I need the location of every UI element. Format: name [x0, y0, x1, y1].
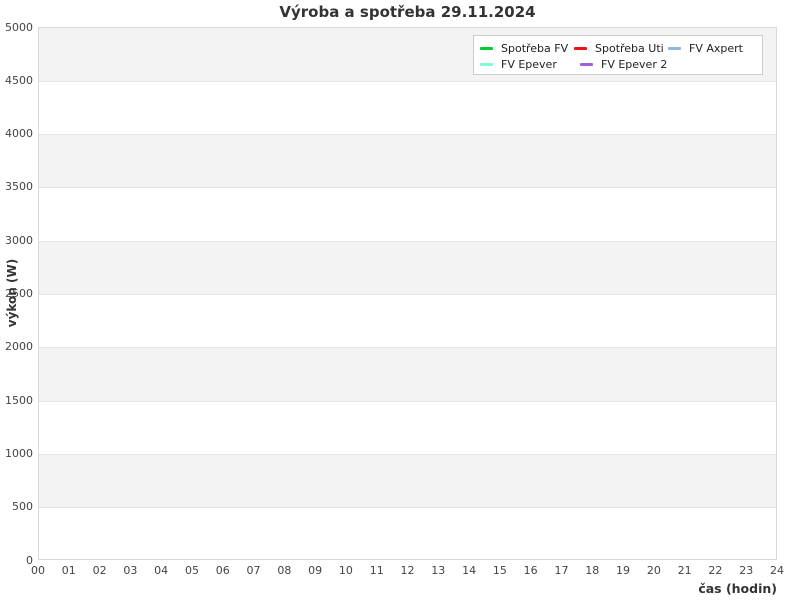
y-tick-label: 2500: [5, 287, 33, 300]
legend-item: FV Axpert: [668, 40, 762, 56]
legend-line-marker: [480, 62, 493, 66]
legend-label: FV Epever: [501, 57, 557, 71]
y-tick-label: 1500: [5, 393, 33, 407]
x-tick-label: 02: [92, 564, 107, 577]
gridline: [39, 294, 776, 295]
gridline: [39, 134, 776, 136]
x-tick-label: 01: [61, 564, 76, 577]
legend-label: Spotřeba Uti: [595, 41, 664, 55]
legend-item: FV Epever 2: [580, 56, 680, 72]
x-tick-label: 13: [431, 564, 446, 577]
x-tick-label: 24: [770, 564, 784, 577]
legend-line-marker: [668, 46, 681, 50]
gridline: [39, 400, 776, 402]
x-tick-label: 11: [369, 564, 384, 577]
legend-label: Spotřeba FV: [501, 41, 569, 55]
x-tick-label: 08: [277, 564, 292, 577]
x-tick-label: 14: [462, 564, 477, 577]
y-tick-label: 500: [12, 500, 33, 514]
x-tick-label: 07: [246, 564, 261, 577]
y-tick-label: 1000: [5, 446, 33, 460]
gridline: [39, 80, 776, 82]
legend-label: FV Axpert: [689, 41, 743, 55]
x-axis-label: čas (hodin): [698, 581, 777, 596]
y-tick-label: 5000: [5, 20, 33, 34]
x-tick-label: 12: [400, 564, 415, 577]
x-tick-label: 06: [215, 564, 230, 577]
legend-item: Spotřeba FV: [480, 40, 574, 56]
background-band: [39, 347, 776, 402]
y-tick-label: 0: [26, 553, 33, 567]
legend: Spotřeba FV Spotřeba Uti FV Axpert FV Epeve…: [473, 35, 763, 75]
x-tick-label: 23: [739, 564, 754, 577]
legend-item: Spotřeba Uti: [574, 40, 668, 56]
gridline: [39, 187, 776, 189]
x-tick-label: 22: [708, 564, 723, 577]
background-band: [39, 454, 776, 508]
x-tick-label: 17: [554, 564, 569, 577]
x-tick-label: 15: [492, 564, 507, 577]
gridline: [39, 347, 776, 349]
gridline: [39, 507, 776, 509]
x-tick-label: 09: [308, 564, 323, 577]
x-tick-label: 05: [184, 564, 199, 577]
chart-title: Výroba a spotřeba 29.11.2024: [279, 3, 536, 21]
x-tick-label: 18: [585, 564, 600, 577]
x-tick-label: 04: [154, 564, 169, 577]
y-tick-label: 4000: [5, 127, 33, 141]
x-tick-label: 03: [123, 564, 138, 577]
legend-label: FV Epever 2: [601, 57, 668, 71]
legend-row: FV Epever FV Epever 2: [480, 56, 762, 72]
plot-area: [38, 27, 777, 560]
legend-line-marker: [574, 46, 587, 50]
y-tick-label: 3000: [5, 233, 33, 247]
x-tick-label: 00: [31, 564, 45, 577]
legend-line-marker: [580, 62, 593, 66]
gridline: [39, 453, 776, 455]
gridline: [39, 240, 776, 242]
legend-line-marker: [480, 46, 493, 50]
background-band: [39, 134, 776, 188]
y-tick-label: 3500: [5, 180, 33, 194]
background-band: [39, 241, 776, 295]
x-tick-label: 16: [523, 564, 538, 577]
x-tick-label: 19: [616, 564, 631, 577]
x-tick-label: 20: [646, 564, 661, 577]
legend-row: Spotřeba FV Spotřeba Uti FV Axpert: [480, 40, 762, 56]
legend-item: FV Epever: [480, 56, 580, 72]
y-tick-label: 2000: [5, 340, 33, 354]
x-tick-label: 21: [677, 564, 692, 577]
y-tick-label: 4500: [5, 73, 33, 87]
x-tick-label: 10: [338, 564, 353, 577]
